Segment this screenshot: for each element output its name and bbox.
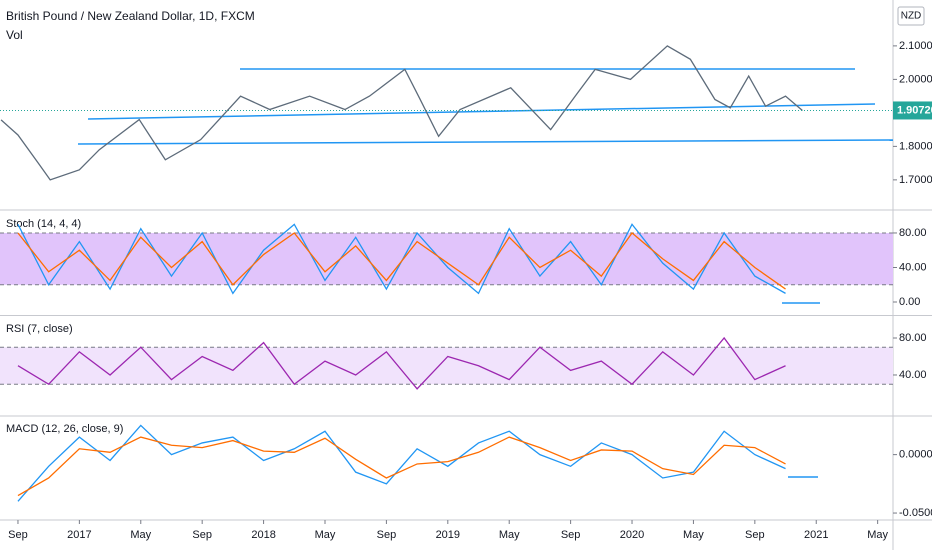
volume-label: Vol — [6, 28, 23, 42]
chart-title: British Pound / New Zealand Dollar, 1D, … — [6, 9, 255, 23]
x-tick-label: May — [499, 529, 520, 541]
series-line — [17, 436, 786, 497]
y-tick-label: 0.00000 — [899, 449, 932, 461]
y-tick-label: 2.10000 — [899, 40, 932, 52]
y-tick-label: -0.05000 — [899, 507, 932, 519]
x-tick-label: 2020 — [620, 529, 644, 541]
pane-title: MACD (12, 26, close, 9) — [6, 423, 123, 435]
currency-badge[interactable] — [897, 6, 925, 26]
last-price-badge — [893, 101, 932, 120]
x-tick-label: Sep — [377, 529, 397, 541]
trend-line — [87, 103, 876, 120]
last-price-label: 1.90720 — [897, 104, 932, 116]
x-tick-label: 2021 — [804, 529, 828, 541]
currency[interactable]: NZD — [901, 11, 922, 22]
x-tick-label: May — [130, 529, 151, 541]
x-tick-label: May — [867, 529, 888, 541]
trend-line — [77, 139, 894, 145]
y-tick-label: 2.00000 — [899, 73, 932, 85]
x-tick-label: Sep — [745, 529, 765, 541]
x-tick-label: Sep — [192, 529, 212, 541]
y-tick-label: 80.00 — [899, 227, 927, 239]
y-tick-label: 1.80000 — [899, 140, 932, 152]
y-tick-label: 40.00 — [899, 369, 927, 381]
pane-title: Stoch (14, 4, 4) — [6, 218, 81, 230]
series-line — [17, 232, 786, 290]
x-tick-label: Sep — [8, 529, 28, 541]
y-tick-label: 40.00 — [899, 261, 927, 273]
y-tick-label: 80.00 — [899, 332, 927, 344]
series-line — [17, 424, 786, 502]
y-tick-label: 1.70000 — [899, 174, 932, 186]
x-tick-label: Sep — [561, 529, 581, 541]
pane-title: RSI (7, close) — [6, 323, 73, 335]
x-tick-label: 2017 — [67, 529, 91, 541]
x-tick-label: 2018 — [251, 529, 275, 541]
y-tick-label: 0.00 — [899, 296, 920, 308]
x-tick-label: 2019 — [436, 529, 460, 541]
series-line — [0, 45, 803, 181]
x-tick-label: May — [315, 529, 336, 541]
x-tick-label: May — [683, 529, 704, 541]
series-line — [17, 336, 786, 390]
